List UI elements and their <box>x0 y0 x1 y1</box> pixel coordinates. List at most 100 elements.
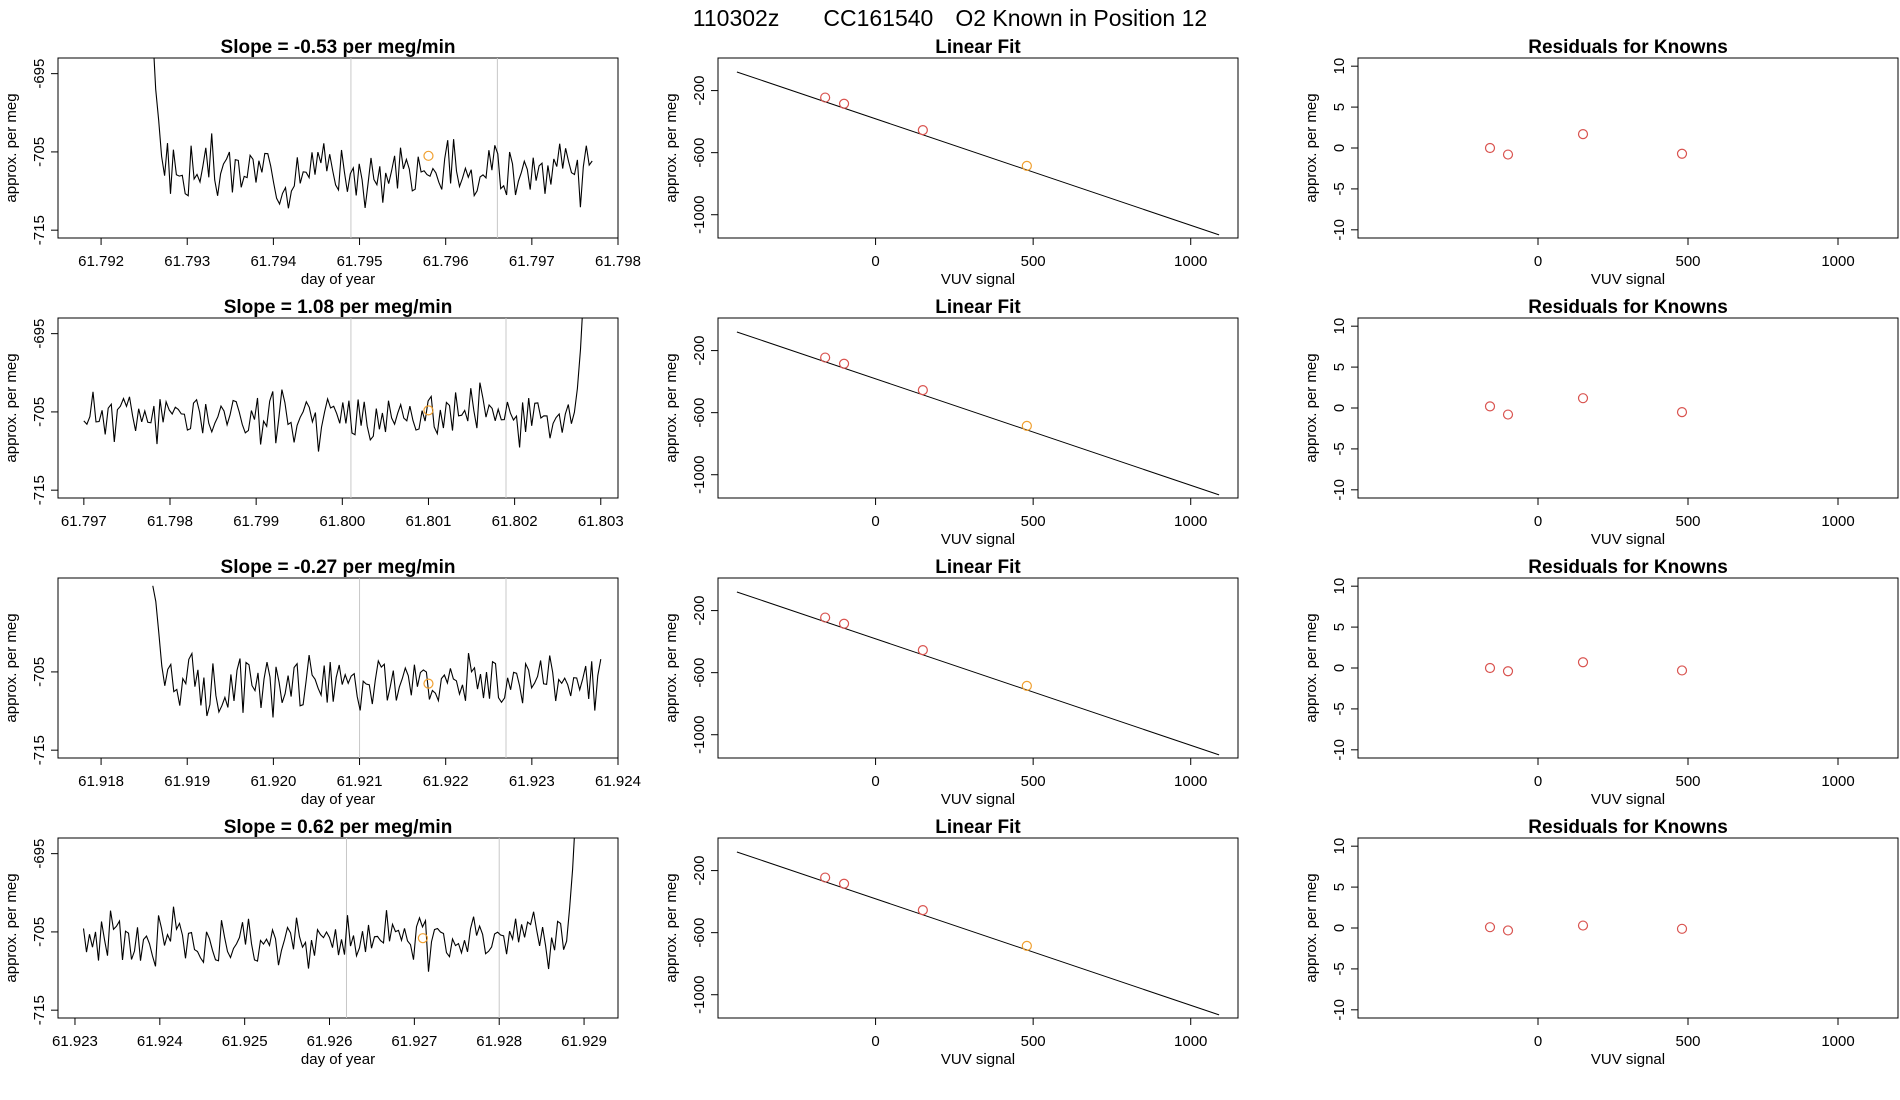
plot-frame <box>717 57 1239 239</box>
data-point <box>1502 149 1514 160</box>
x-tick-label: 500 <box>1675 513 1700 530</box>
y-tick-label: -695 <box>31 839 48 869</box>
panel-r1-c1: Slope = -0.53 per meg/min 61.792 61.793 61.… <box>3 37 641 288</box>
data-point <box>1021 940 1032 951</box>
data-point <box>1021 160 1032 171</box>
x-tick-label: 61.798 <box>595 253 641 270</box>
y-tick-label: -10 <box>1331 219 1348 241</box>
x-tick-label: 61.794 <box>250 253 296 270</box>
x-tick-label: 61.802 <box>492 513 538 530</box>
x-tick-label: 61.926 <box>307 1033 353 1050</box>
y-tick-label: -715 <box>31 995 48 1025</box>
panel-title: Residuals for Knowns <box>1528 297 1728 318</box>
x-tick-label: 61.797 <box>61 513 107 530</box>
x-tick-label: 61.918 <box>78 773 124 790</box>
y-tick-label: -1000 <box>691 976 708 1014</box>
data-point <box>1577 920 1589 931</box>
x-tick-label: 61.925 <box>222 1033 268 1050</box>
x-axis-label: day of year <box>301 271 375 288</box>
y-tick-label: -200 <box>691 336 708 366</box>
y-tick-label: -5 <box>1331 702 1348 715</box>
y-tick-label: -705 <box>31 397 48 427</box>
panel-r4-c3: Residuals for Knowns 0 500 1000 VUV signal 10… <box>1303 817 1899 1068</box>
data-series-line <box>153 58 593 209</box>
x-tick-label: 0 <box>871 513 879 530</box>
panel-r2-c3: Residuals for Knowns 0 500 1000 VUV signal 10… <box>1303 297 1899 548</box>
x-tick-label: 61.923 <box>509 773 555 790</box>
panel-r3-c2: Linear Fit 0 500 1000 VUV signal -200 -600 -100… <box>663 557 1239 808</box>
x-tick-label: 1000 <box>1174 1033 1207 1050</box>
y-tick-label: -10 <box>1331 739 1348 761</box>
y-tick-label: -715 <box>31 215 48 245</box>
x-axis-label: VUV signal <box>1591 791 1665 808</box>
panel-title: Residuals for Knowns <box>1528 37 1728 58</box>
y-axis-label: approx. per meg <box>3 873 20 982</box>
data-point <box>1484 922 1496 933</box>
plot-frame <box>1357 57 1899 239</box>
known-highlight-point <box>423 150 434 161</box>
x-tick-label: 61.793 <box>164 253 210 270</box>
plot-frame <box>1357 317 1899 499</box>
y-tick-label: -600 <box>691 918 708 948</box>
y-tick-label: 0 <box>1331 144 1348 152</box>
panel-r1-c3: Residuals for Knowns 0 500 1000 VUV signal 10… <box>1303 37 1899 288</box>
y-axis-label: approx. per meg <box>663 873 680 982</box>
known-highlight-point <box>423 405 434 416</box>
data-point <box>838 358 850 369</box>
panel-title: Slope = 0.62 per meg/min <box>224 817 453 838</box>
x-tick-label: 61.929 <box>561 1033 607 1050</box>
plot-frame <box>717 577 1239 759</box>
x-tick-label: 61.928 <box>476 1033 522 1050</box>
x-axis-label: VUV signal <box>1591 1051 1665 1068</box>
x-tick-label: 61.798 <box>147 513 193 530</box>
data-point <box>917 125 928 136</box>
panel-title: Residuals for Knowns <box>1528 557 1728 578</box>
data-point <box>1577 393 1589 404</box>
x-tick-label: 61.801 <box>406 513 452 530</box>
data-point <box>917 645 928 656</box>
x-tick-label: 500 <box>1675 1033 1700 1050</box>
panel-title: Slope = -0.27 per meg/min <box>221 557 456 578</box>
y-tick-label: 0 <box>1331 924 1348 932</box>
y-axis-label: approx. per meg <box>3 93 20 202</box>
known-highlight-point <box>417 933 428 944</box>
x-tick-label: 61.799 <box>233 513 279 530</box>
x-tick-label: 0 <box>1534 513 1542 530</box>
y-tick-label: -705 <box>31 137 48 167</box>
panel-r2-c2: Linear Fit 0 500 1000 VUV signal -200 -600 -100… <box>663 297 1239 548</box>
data-point <box>838 618 850 629</box>
y-tick-label: -200 <box>691 596 708 626</box>
fit-line <box>736 851 1220 1016</box>
panel-title: Slope = 1.08 per meg/min <box>224 297 453 318</box>
x-tick-label: 61.927 <box>391 1033 437 1050</box>
y-tick-label: -695 <box>31 59 48 89</box>
data-point <box>1484 662 1496 674</box>
y-tick-label: -600 <box>691 658 708 688</box>
data-point <box>917 385 928 396</box>
data-point <box>1676 148 1688 159</box>
figure-title: 110302z CC161540 O2 Known in Position 12 <box>693 5 1207 31</box>
x-tick-label: 61.924 <box>595 773 641 790</box>
y-tick-label: -200 <box>691 856 708 886</box>
x-tick-label: 61.919 <box>164 773 210 790</box>
x-tick-label: 61.924 <box>137 1033 183 1050</box>
x-tick-label: 61.803 <box>578 513 624 530</box>
x-tick-label: 61.920 <box>250 773 296 790</box>
x-tick-label: 1000 <box>1821 253 1854 270</box>
data-point <box>1502 666 1514 677</box>
plot-frame <box>717 837 1239 1019</box>
data-point <box>1676 406 1688 418</box>
data-point <box>917 905 928 916</box>
data-point <box>1676 665 1688 676</box>
x-tick-label: 500 <box>1021 513 1046 530</box>
x-tick-label: 1000 <box>1174 773 1207 790</box>
y-tick-label: 0 <box>1331 664 1348 672</box>
y-tick-label: 10 <box>1331 58 1348 75</box>
x-tick-label: 0 <box>871 1033 879 1050</box>
figure-title-id: CC161540 <box>823 5 933 31</box>
data-point <box>838 878 850 889</box>
x-tick-label: 500 <box>1021 1033 1046 1050</box>
panel-r4-c2: Linear Fit 0 500 1000 VUV signal -200 -600 -100… <box>663 817 1239 1068</box>
x-axis-label: VUV signal <box>941 791 1015 808</box>
